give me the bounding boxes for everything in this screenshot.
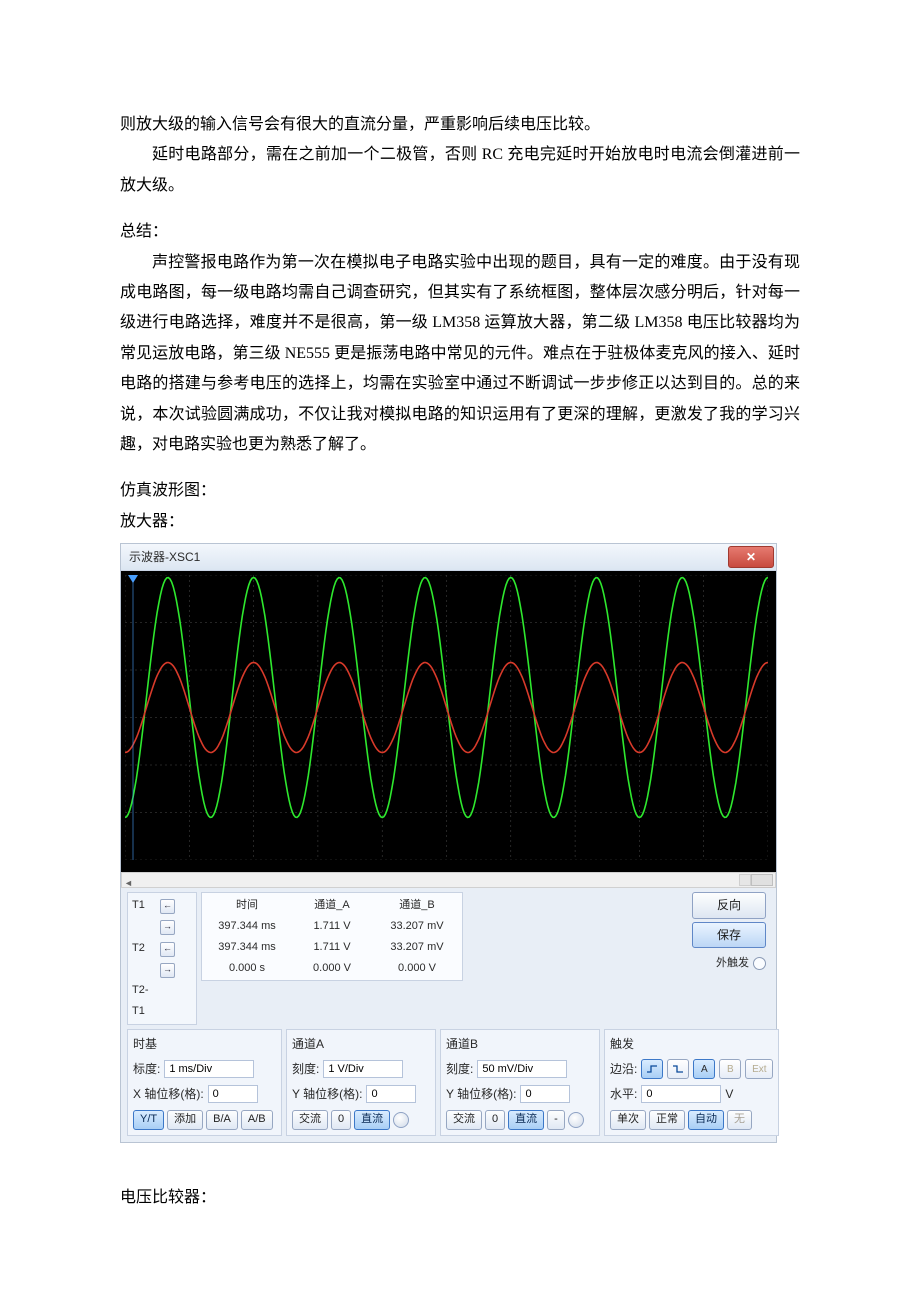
save-button[interactable]: 保存 (692, 922, 766, 949)
trigger-panel: 触发 边沿: A B Ext 水平: V 单 (604, 1029, 779, 1135)
diff-a: 0.000 V (292, 958, 372, 979)
diff-b: 0.000 V (372, 958, 462, 979)
cha-title: 通道A (292, 1033, 430, 1056)
trig-level-input[interactable] (641, 1085, 721, 1103)
t1-right-button[interactable]: → (160, 920, 175, 935)
trig-auto-button[interactable]: 自动 (688, 1110, 724, 1130)
heading-summary: 总结： (120, 217, 800, 247)
ab-button[interactable]: A/B (241, 1110, 273, 1130)
heading-waveform: 仿真波形图： (120, 476, 800, 506)
trig-none-button[interactable]: 无 (727, 1110, 752, 1130)
yt-button[interactable]: Y/T (133, 1110, 164, 1130)
trig-title: 触发 (610, 1033, 773, 1056)
timebase-title: 时基 (133, 1033, 276, 1056)
timebase-scale-label: 标度: (133, 1058, 160, 1081)
cursor-readout-table: 时间 通道_A 通道_B 397.344 ms 1.711 V 33.207 m… (201, 892, 463, 982)
edge-rise-button[interactable] (641, 1059, 663, 1079)
waveform-display (121, 571, 776, 872)
timebase-panel: 时基 标度: X 轴位移(格): Y/T 添加 B/A A/B (127, 1029, 282, 1135)
scroll-right-icon[interactable] (751, 874, 773, 886)
trig-level-unit: V (725, 1083, 733, 1106)
cha-dc-button[interactable]: 直流 (354, 1110, 390, 1130)
t2-a: 1.711 V (292, 937, 372, 958)
edge-b-button[interactable]: B (719, 1059, 741, 1079)
cha-yoff-label: Y 轴位移(格): (292, 1083, 362, 1106)
cha-yoff-input[interactable] (366, 1085, 416, 1103)
chb-title: 通道B (446, 1033, 594, 1056)
edge-a-button[interactable]: A (693, 1059, 715, 1079)
timebase-xoff-label: X 轴位移(格): (133, 1083, 204, 1106)
chb-probe-knob[interactable] (568, 1112, 584, 1128)
heading-comparator: 电压比较器： (120, 1183, 800, 1213)
trig-normal-button[interactable]: 正常 (649, 1110, 685, 1130)
diff-time: 0.000 s (202, 958, 292, 979)
channel-b-panel: 通道B 刻度: Y 轴位移(格): 交流 0 直流 - (440, 1029, 600, 1135)
title-bar[interactable]: 示波器-XSC1 ✕ (121, 544, 776, 571)
t1-label: T1 (132, 895, 160, 937)
ba-button[interactable]: B/A (206, 1110, 238, 1130)
edge-ext-button[interactable]: Ext (745, 1059, 773, 1079)
t1-b: 33.207 mV (372, 916, 462, 937)
timebase-scale-input[interactable] (164, 1060, 254, 1078)
oscilloscope-window: 示波器-XSC1 ✕ ◄ T1 ← → T2 ← (120, 543, 777, 1143)
paragraph-3: 声控警报电路作为第一次在模拟电子电路实验中出现的题目，具有一定的难度。由于没有现… (120, 248, 800, 461)
col-cha: 通道_A (292, 895, 372, 916)
col-time: 时间 (202, 895, 292, 916)
timebase-xoff-input[interactable] (208, 1085, 258, 1103)
scroll-thumb[interactable] (739, 874, 751, 886)
t2-time: 397.344 ms (202, 937, 292, 958)
cha-probe-knob[interactable] (393, 1112, 409, 1128)
cursor-selector: T1 ← → T2 ← → T2-T1 (127, 892, 197, 1025)
close-button[interactable]: ✕ (728, 546, 774, 568)
t2-label: T2 (132, 938, 160, 980)
t2-right-button[interactable]: → (160, 963, 175, 978)
horizontal-scrollbar[interactable]: ◄ (121, 872, 776, 888)
channel-a-panel: 通道A 刻度: Y 轴位移(格): 交流 0 直流 (286, 1029, 436, 1135)
chb-scale-input[interactable] (477, 1060, 567, 1078)
col-chb: 通道_B (372, 895, 462, 916)
trig-single-button[interactable]: 单次 (610, 1110, 646, 1130)
cha-scale-label: 刻度: (292, 1058, 319, 1081)
edge-fall-button[interactable] (667, 1059, 689, 1079)
add-button[interactable]: 添加 (167, 1110, 203, 1130)
scroll-left-icon[interactable]: ◄ (124, 875, 133, 892)
t2-b: 33.207 mV (372, 937, 462, 958)
reverse-button[interactable]: 反向 (692, 892, 766, 919)
ext-trig-radio[interactable] (753, 957, 766, 970)
t1-time: 397.344 ms (202, 916, 292, 937)
chb-yoff-label: Y 轴位移(格): (446, 1083, 516, 1106)
chb-yoff-input[interactable] (520, 1085, 570, 1103)
trig-edge-label: 边沿: (610, 1058, 637, 1081)
t1-a: 1.711 V (292, 916, 372, 937)
paragraph-2: 延时电路部分，需在之前加一个二极管，否则 RC 充电完延时开始放电时电流会倒灌进… (120, 140, 800, 201)
chb-ac-button[interactable]: 交流 (446, 1110, 482, 1130)
chb-dc-button[interactable]: 直流 (508, 1110, 544, 1130)
chb-scale-label: 刻度: (446, 1058, 473, 1081)
t2-left-button[interactable]: ← (160, 942, 175, 957)
ext-trig-label: 外触发 (716, 953, 749, 974)
window-title: 示波器-XSC1 (129, 546, 200, 569)
heading-amplifier: 放大器： (120, 507, 800, 537)
cha-ac-button[interactable]: 交流 (292, 1110, 328, 1130)
t2t1-label: T2-T1 (132, 980, 160, 1022)
trig-level-label: 水平: (610, 1083, 637, 1106)
cha-scale-input[interactable] (323, 1060, 403, 1078)
cha-zero-button[interactable]: 0 (331, 1110, 351, 1130)
paragraph-1: 则放大级的输入信号会有很大的直流分量，严重影响后续电压比较。 (120, 110, 800, 140)
t1-left-button[interactable]: ← (160, 899, 175, 914)
chb-minus-button[interactable]: - (547, 1110, 565, 1130)
chb-zero-button[interactable]: 0 (485, 1110, 505, 1130)
